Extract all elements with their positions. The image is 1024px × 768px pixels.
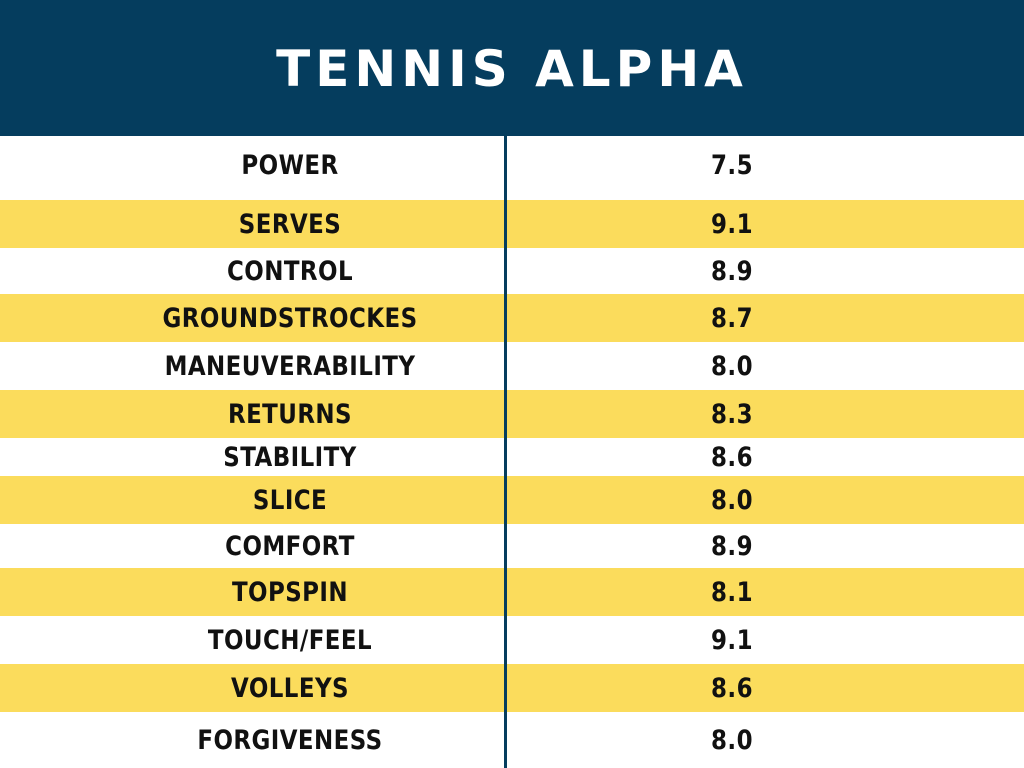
page-title: TENNIS ALPHA [276,40,748,98]
rating-value: 8.1 [711,576,753,608]
table-row: GROUNDSTROCKES 8.7 [0,294,1024,342]
rating-label: SLICE [252,484,328,516]
rating-label: VOLLEYS [231,672,349,704]
rating-value: 8.3 [711,398,753,430]
rating-value: 8.0 [711,350,753,382]
rating-value: 8.6 [711,672,753,704]
rating-value: 8.9 [711,255,753,287]
rating-value: 9.1 [711,624,753,656]
rating-value: 8.7 [711,302,753,334]
table-row: COMFORT 8.9 [0,524,1024,568]
column-divider [504,136,507,768]
rating-value: 7.5 [711,150,753,181]
rating-label: POWER [241,150,339,181]
table-row: RETURNS 8.3 [0,390,1024,438]
rating-label: FORGIVENESS [197,724,383,756]
rating-label: COMFORT [225,530,355,562]
table-row: SLICE 8.0 [0,476,1024,524]
rating-value: 8.6 [711,441,753,473]
table-row: VOLLEYS 8.6 [0,664,1024,712]
table-row: MANEUVERABILITY 8.0 [0,342,1024,390]
rating-label: STABILITY [223,441,357,473]
table-row: TOUCH/FEEL 9.1 [0,616,1024,664]
table-row: CONTROL 8.9 [0,248,1024,294]
rating-label: SERVES [238,208,342,240]
table-row: POWER 7.5 [0,136,1024,195]
rating-value: 8.9 [711,530,753,562]
rating-label: RETURNS [227,398,353,430]
rating-label: CONTROL [226,255,353,287]
ratings-table: POWER 7.5 SERVES 9.1 CONTROL 8.9 GROUNDS… [0,136,1024,768]
rating-label: GROUNDSTROCKES [162,302,418,334]
header-banner: TENNIS ALPHA [0,0,1024,136]
rating-label: TOUCH/FEEL [207,624,373,656]
table-row: TOPSPIN 8.1 [0,568,1024,616]
table-row: STABILITY 8.6 [0,438,1024,476]
rating-label: MANEUVERABILITY [164,350,416,382]
rating-value: 8.0 [711,484,753,516]
rating-value: 8.0 [711,724,753,756]
table-row: SERVES 9.1 [0,200,1024,248]
rating-value: 9.1 [711,208,753,240]
rating-label: TOPSPIN [231,576,349,608]
table-row: FORGIVENESS 8.0 [0,712,1024,768]
